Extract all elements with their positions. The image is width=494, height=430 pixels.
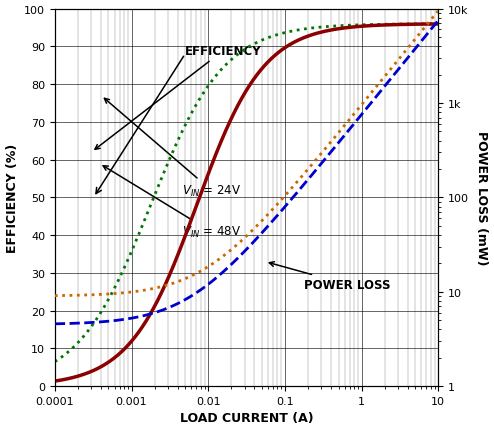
Text: $V_{IN}$ = 48V: $V_{IN}$ = 48V [103,166,241,240]
Y-axis label: POWER LOSS (mW): POWER LOSS (mW) [475,131,489,265]
Text: $V_{IN}$ = 24V: $V_{IN}$ = 24V [104,99,241,198]
Text: POWER LOSS: POWER LOSS [269,262,391,291]
Text: EFFICIENCY: EFFICIENCY [95,45,262,150]
X-axis label: LOAD CURRENT (A): LOAD CURRENT (A) [180,412,313,424]
Y-axis label: EFFICIENCY (%): EFFICIENCY (%) [5,143,19,252]
